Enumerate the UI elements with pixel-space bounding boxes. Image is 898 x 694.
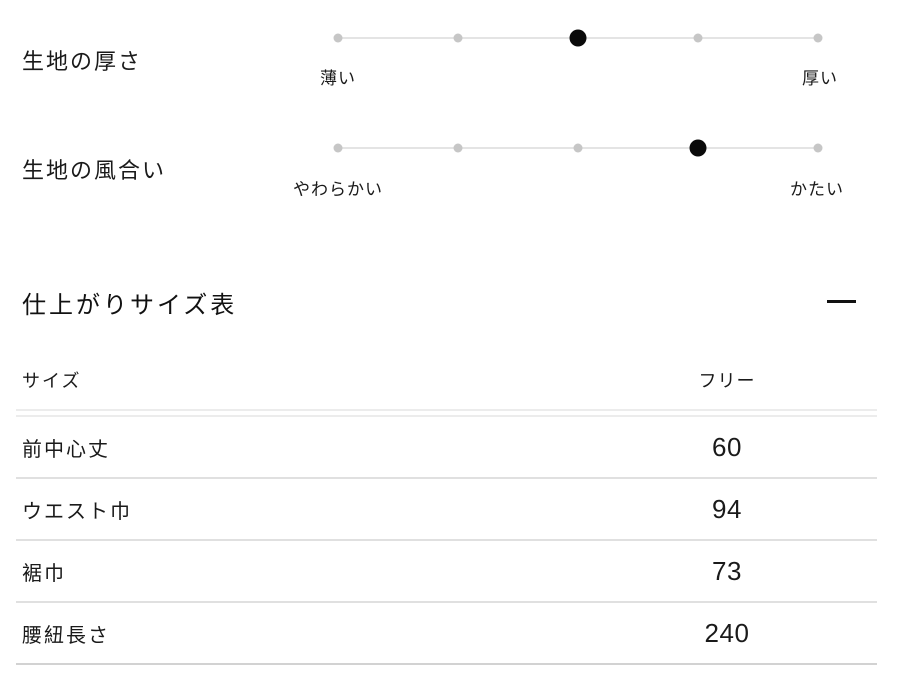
table-row: 前中心丈 60 xyxy=(16,417,877,479)
fabric-texture-label: 生地の風合い xyxy=(22,158,167,183)
minus-icon xyxy=(827,300,856,303)
header-divider xyxy=(16,409,877,417)
fabric-texture-scale xyxy=(333,139,823,157)
size-table-header-row: サイズ フリー xyxy=(16,350,877,409)
scale-dot xyxy=(453,143,463,153)
size-column-header: サイズ xyxy=(22,370,82,391)
scale-dot xyxy=(813,143,823,153)
measurement-value: 73 xyxy=(712,555,742,586)
fabric-thickness-scale xyxy=(333,29,823,47)
scale-dot xyxy=(813,33,823,43)
scale-dot xyxy=(333,143,343,153)
scale-dot xyxy=(693,33,703,43)
table-row: 裾巾 73 xyxy=(16,541,877,603)
table-row: ウエスト巾 94 xyxy=(16,479,877,541)
size-table: サイズ フリー 前中心丈 60 ウエスト巾 94 裾巾 73 腰紐長さ 240 xyxy=(16,350,877,665)
measurement-label: ウエスト巾 xyxy=(22,500,132,523)
measurement-value: 94 xyxy=(712,493,742,524)
measurement-label: 裾巾 xyxy=(22,562,66,585)
size-table-section-title: 仕上がりサイズ表 xyxy=(22,292,238,319)
fabric-texture-min-label: やわらかい xyxy=(293,180,383,199)
measurement-label: 前中心丈 xyxy=(22,438,110,461)
measurement-value: 240 xyxy=(704,617,750,648)
scale-dot-active xyxy=(569,29,587,47)
measurement-label: 腰紐長さ xyxy=(22,624,110,647)
size-value-header: フリー xyxy=(698,370,756,391)
collapse-section-button[interactable] xyxy=(819,290,864,314)
table-row: 腰紐長さ 240 xyxy=(16,603,877,665)
fabric-thickness-max-label: 厚い xyxy=(802,69,838,88)
fabric-thickness-min-label: 薄い xyxy=(320,69,356,88)
scale-dot xyxy=(573,143,583,153)
measurement-value: 60 xyxy=(712,431,742,462)
fabric-thickness-label: 生地の厚さ xyxy=(22,49,143,74)
scale-dot-active xyxy=(689,139,707,157)
scale-dot xyxy=(453,33,463,43)
scale-dot xyxy=(333,33,343,43)
fabric-texture-max-label: かたい xyxy=(790,180,844,199)
